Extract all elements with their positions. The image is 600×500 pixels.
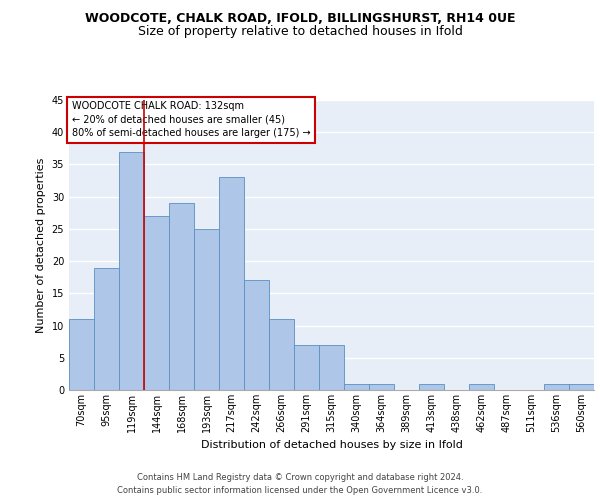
Bar — [544, 384, 569, 390]
Bar — [369, 384, 394, 390]
Bar — [219, 178, 244, 390]
Y-axis label: Number of detached properties: Number of detached properties — [36, 158, 46, 332]
Bar — [294, 345, 319, 390]
Bar — [269, 319, 294, 390]
Bar — [244, 280, 269, 390]
Bar — [169, 203, 194, 390]
Text: WOODCOTE CHALK ROAD: 132sqm
← 20% of detached houses are smaller (45)
80% of sem: WOODCOTE CHALK ROAD: 132sqm ← 20% of det… — [71, 102, 310, 138]
Bar — [419, 384, 444, 390]
Bar — [319, 345, 344, 390]
Bar — [469, 384, 494, 390]
Bar — [344, 384, 369, 390]
Bar — [569, 384, 594, 390]
Bar — [119, 152, 144, 390]
Bar — [94, 268, 119, 390]
Text: Size of property relative to detached houses in Ifold: Size of property relative to detached ho… — [137, 25, 463, 38]
Bar — [144, 216, 169, 390]
Bar — [194, 229, 219, 390]
X-axis label: Distribution of detached houses by size in Ifold: Distribution of detached houses by size … — [200, 440, 463, 450]
Bar — [69, 319, 94, 390]
Text: Contains HM Land Registry data © Crown copyright and database right 2024.
Contai: Contains HM Land Registry data © Crown c… — [118, 474, 482, 495]
Text: WOODCOTE, CHALK ROAD, IFOLD, BILLINGSHURST, RH14 0UE: WOODCOTE, CHALK ROAD, IFOLD, BILLINGSHUR… — [85, 12, 515, 26]
